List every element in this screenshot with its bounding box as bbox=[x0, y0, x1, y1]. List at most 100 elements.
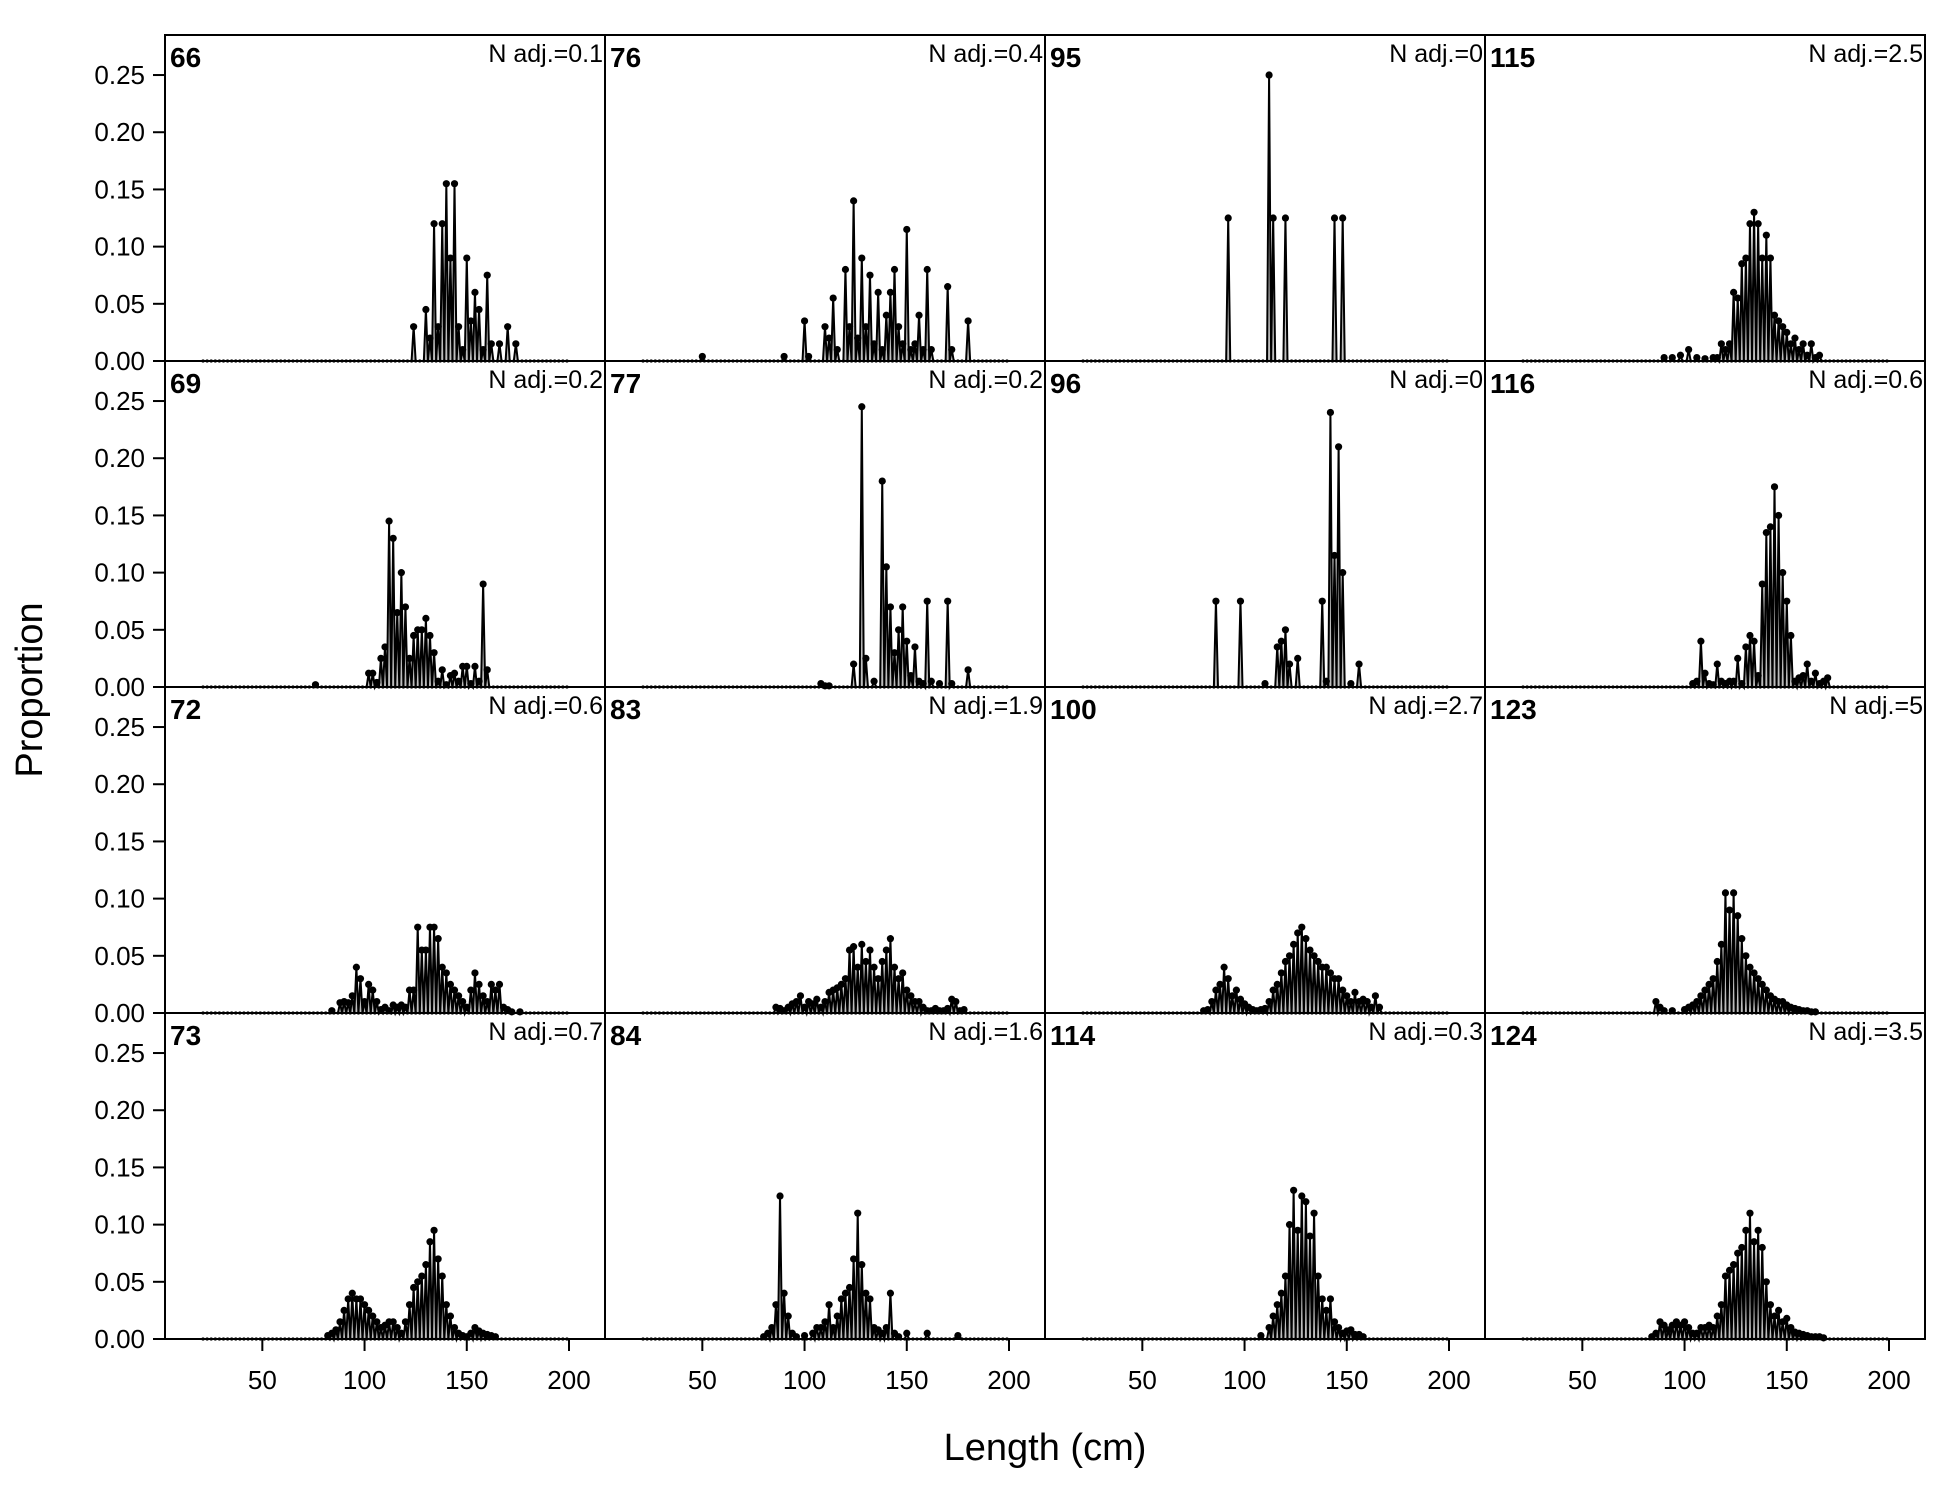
data-point bbox=[438, 666, 446, 674]
data-point bbox=[1335, 975, 1343, 983]
data-point bbox=[504, 323, 512, 331]
data-point bbox=[1754, 1226, 1762, 1234]
y-tick-label: 0.20 bbox=[94, 769, 145, 799]
data-point bbox=[890, 963, 899, 971]
y-axis-title: Proportion bbox=[9, 602, 51, 777]
data-point bbox=[1770, 483, 1779, 491]
data-point bbox=[463, 254, 471, 262]
panel-83: 83 N adj.=1.9 bbox=[604, 686, 1046, 1017]
data-point bbox=[1277, 637, 1285, 645]
data-point bbox=[923, 597, 931, 605]
data-point bbox=[1754, 975, 1762, 983]
data-point bbox=[1725, 906, 1734, 914]
data-point bbox=[1363, 997, 1371, 1006]
data-point bbox=[483, 997, 491, 1006]
data-point bbox=[1290, 1186, 1298, 1194]
data-point bbox=[1725, 340, 1734, 348]
data-point bbox=[964, 317, 972, 325]
y-tick-label: 0.05 bbox=[94, 289, 145, 319]
data-point bbox=[776, 1192, 784, 1200]
data-point bbox=[882, 311, 890, 319]
panel-72-border bbox=[164, 686, 606, 1014]
data-point bbox=[1281, 214, 1290, 222]
data-point bbox=[393, 1323, 401, 1332]
data-point bbox=[1725, 1266, 1734, 1274]
data-point bbox=[1668, 353, 1676, 362]
data-point bbox=[1713, 1312, 1721, 1320]
data-point bbox=[1701, 669, 1709, 677]
data-point bbox=[870, 677, 878, 685]
data-point bbox=[352, 963, 360, 971]
data-point bbox=[1257, 1331, 1265, 1340]
data-point bbox=[1779, 569, 1787, 577]
y-tick-label: 0.25 bbox=[94, 1038, 145, 1068]
panel-115: 115 N adj.=2.5 bbox=[1484, 34, 1926, 365]
data-point bbox=[1738, 935, 1746, 943]
panel-100-border bbox=[1044, 686, 1486, 1014]
data-point bbox=[1285, 660, 1294, 668]
data-point bbox=[422, 946, 430, 954]
data-point bbox=[1742, 952, 1750, 960]
x-tick-label: 200 bbox=[1427, 1365, 1470, 1395]
data-point bbox=[1261, 1004, 1269, 1013]
data-point bbox=[1730, 677, 1738, 685]
panel-95-area bbox=[1083, 75, 1447, 361]
panel-label: 72 bbox=[170, 694, 201, 725]
data-point bbox=[1294, 654, 1302, 663]
y-tick-label: 0.10 bbox=[94, 232, 145, 262]
panel-76-line bbox=[643, 200, 1007, 362]
data-point bbox=[854, 334, 862, 342]
data-point bbox=[1281, 1272, 1290, 1280]
data-point bbox=[1294, 1226, 1302, 1234]
data-point bbox=[414, 1278, 422, 1286]
data-point bbox=[1734, 294, 1742, 302]
data-point bbox=[410, 1283, 418, 1292]
data-point bbox=[878, 345, 886, 354]
data-point bbox=[1685, 1323, 1693, 1332]
y-tick-label: 0.00 bbox=[94, 1324, 145, 1354]
y-tick-label: 0.10 bbox=[94, 558, 145, 588]
panel-95: 95 N adj.=0 bbox=[1044, 34, 1486, 363]
data-point bbox=[1734, 912, 1742, 920]
data-point bbox=[858, 940, 866, 948]
data-point bbox=[809, 1329, 817, 1337]
data-point bbox=[1273, 643, 1281, 651]
x-tick-label: 50 bbox=[688, 1365, 717, 1395]
data-point bbox=[829, 1323, 837, 1332]
data-point bbox=[964, 666, 972, 674]
data-point bbox=[1713, 353, 1721, 362]
data-point bbox=[369, 669, 377, 677]
panel-label: 115 bbox=[1490, 42, 1535, 73]
panel-69-line bbox=[203, 521, 567, 691]
data-point bbox=[780, 1289, 788, 1297]
data-point bbox=[491, 986, 499, 994]
data-point bbox=[841, 265, 850, 274]
data-point bbox=[389, 1318, 397, 1326]
data-point bbox=[1351, 988, 1359, 997]
data-point bbox=[821, 323, 829, 331]
data-point bbox=[813, 995, 821, 1003]
data-point bbox=[1277, 1289, 1285, 1297]
data-point bbox=[1738, 679, 1746, 688]
panel-100-line bbox=[1083, 927, 1447, 1017]
panel-83-border bbox=[604, 686, 1046, 1014]
data-point bbox=[821, 997, 829, 1006]
data-point bbox=[467, 317, 475, 325]
data-point bbox=[886, 603, 895, 611]
data-point bbox=[944, 283, 952, 291]
data-point bbox=[467, 1329, 475, 1337]
data-point bbox=[1269, 986, 1277, 994]
panel-77-line bbox=[643, 406, 1007, 691]
data-point bbox=[899, 969, 907, 977]
data-point bbox=[1693, 1329, 1701, 1337]
data-point bbox=[895, 626, 903, 634]
data-point bbox=[1322, 677, 1330, 685]
n-adj-label: N adj.=0.1 bbox=[488, 40, 603, 68]
data-point bbox=[800, 1003, 809, 1011]
data-point bbox=[862, 957, 870, 966]
panel-95-line bbox=[1083, 75, 1447, 362]
data-point bbox=[837, 1295, 845, 1303]
data-point bbox=[1754, 220, 1762, 228]
data-point bbox=[796, 992, 805, 1000]
